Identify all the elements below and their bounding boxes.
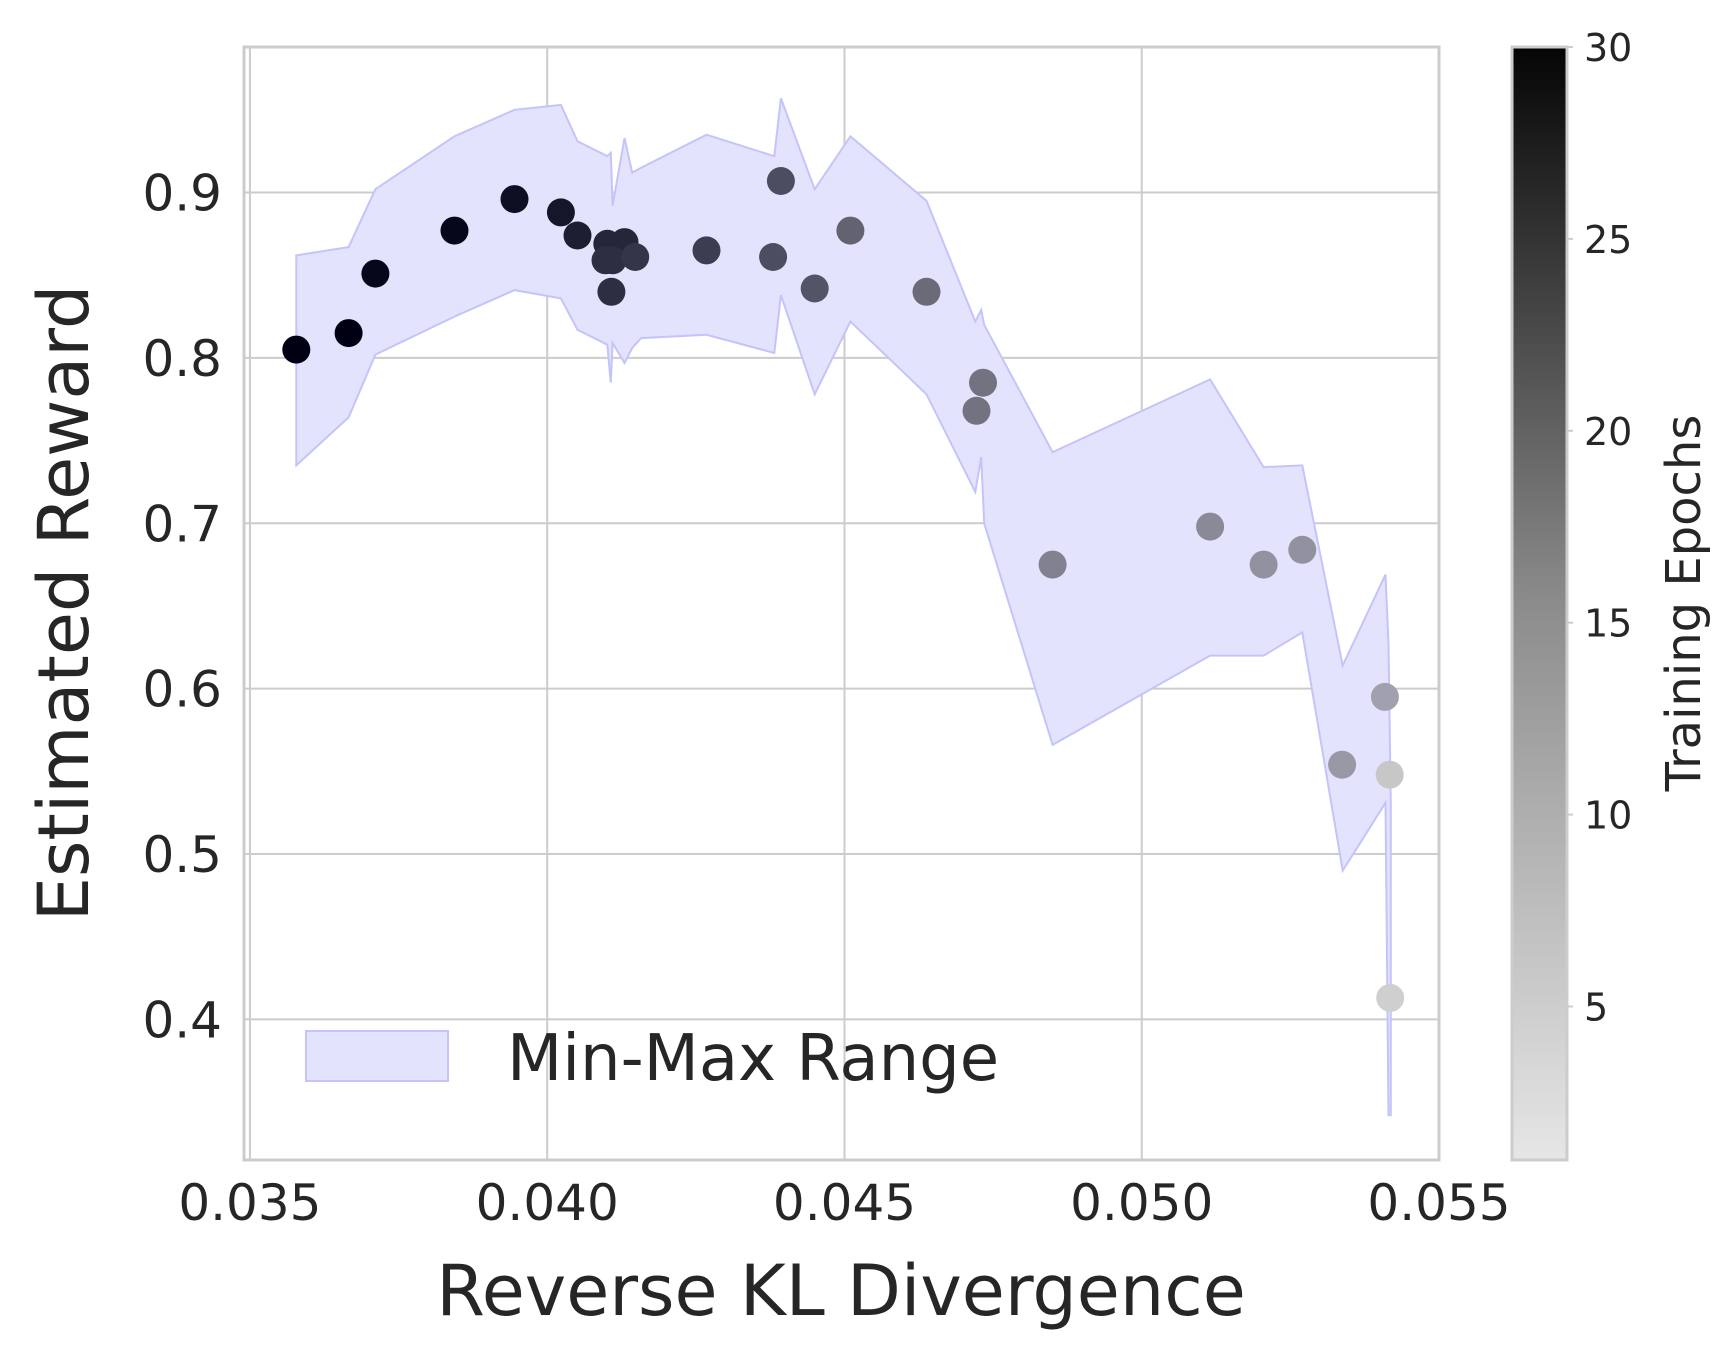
y-tick-label: 0.6	[142, 661, 222, 719]
x-tick-labels: 0.035 0.040 0.045 0.050 0.055	[178, 1174, 1510, 1232]
data-point	[597, 277, 626, 306]
colorbar-tick-label: 25	[1584, 218, 1632, 262]
y-tick-label: 0.4	[142, 991, 222, 1049]
data-point	[800, 274, 829, 303]
data-point	[563, 221, 592, 250]
x-tick-label: 0.035	[178, 1174, 321, 1232]
data-point	[282, 335, 311, 364]
min-max-band	[295, 97, 1392, 1117]
data-point	[759, 243, 788, 271]
plot-frame	[242, 45, 1441, 1162]
colorbar-tick-label: 10	[1584, 794, 1632, 838]
data-point	[912, 277, 941, 306]
legend-swatch	[305, 1030, 449, 1082]
data-point	[1038, 550, 1067, 579]
scatter-points	[282, 167, 1405, 1012]
y-tick-label: 0.8	[142, 330, 222, 388]
data-point	[621, 243, 650, 271]
data-point	[1249, 550, 1278, 579]
min-max-range-area	[295, 97, 1392, 1117]
x-tick-label: 0.055	[1367, 1174, 1510, 1232]
colorbar: 5 10 15 20 25 30 Training Epochs	[1510, 26, 1712, 1162]
y-tick-label: 0.7	[142, 495, 222, 553]
data-point	[440, 216, 469, 245]
data-point	[1288, 535, 1317, 564]
data-point	[692, 236, 721, 265]
data-point	[1196, 512, 1225, 541]
legend-label: Min-Max Range	[507, 1022, 999, 1096]
x-tick-label: 0.050	[1070, 1174, 1213, 1232]
data-point	[334, 319, 363, 348]
y-tick-label: 0.5	[142, 826, 222, 884]
colorbar-tick-label: 5	[1584, 986, 1608, 1030]
colorbar-ticks: 5 10 15 20 25 30	[1567, 26, 1632, 1030]
data-point	[766, 167, 795, 195]
data-point	[969, 368, 997, 397]
colorbar-tick-label: 20	[1584, 410, 1632, 454]
data-point	[1370, 682, 1399, 711]
x-axis-label: Reverse KL Divergence	[436, 1250, 1246, 1332]
colorbar-tick-label: 15	[1584, 602, 1632, 646]
y-tick-labels: 0.4 0.5 0.6 0.7 0.8 0.9	[142, 165, 222, 1050]
data-point	[500, 185, 529, 214]
colorbar-gradient	[1510, 45, 1569, 1162]
y-tick-label: 0.9	[142, 165, 222, 223]
data-point	[546, 198, 575, 227]
y-axis-label: Estimated Reward	[23, 285, 105, 922]
legend: Min-Max Range	[305, 1022, 999, 1096]
data-point	[1376, 983, 1405, 1012]
data-point	[361, 259, 390, 288]
data-point	[836, 216, 865, 245]
data-point	[1328, 750, 1357, 779]
colorbar-label: Training Epochs	[1656, 415, 1712, 793]
data-point	[1375, 760, 1404, 789]
x-tick-label: 0.040	[476, 1174, 619, 1232]
data-point	[962, 396, 991, 425]
data-point	[598, 246, 627, 275]
x-tick-label: 0.045	[773, 1174, 916, 1232]
colorbar-tick-label: 30	[1584, 26, 1632, 70]
